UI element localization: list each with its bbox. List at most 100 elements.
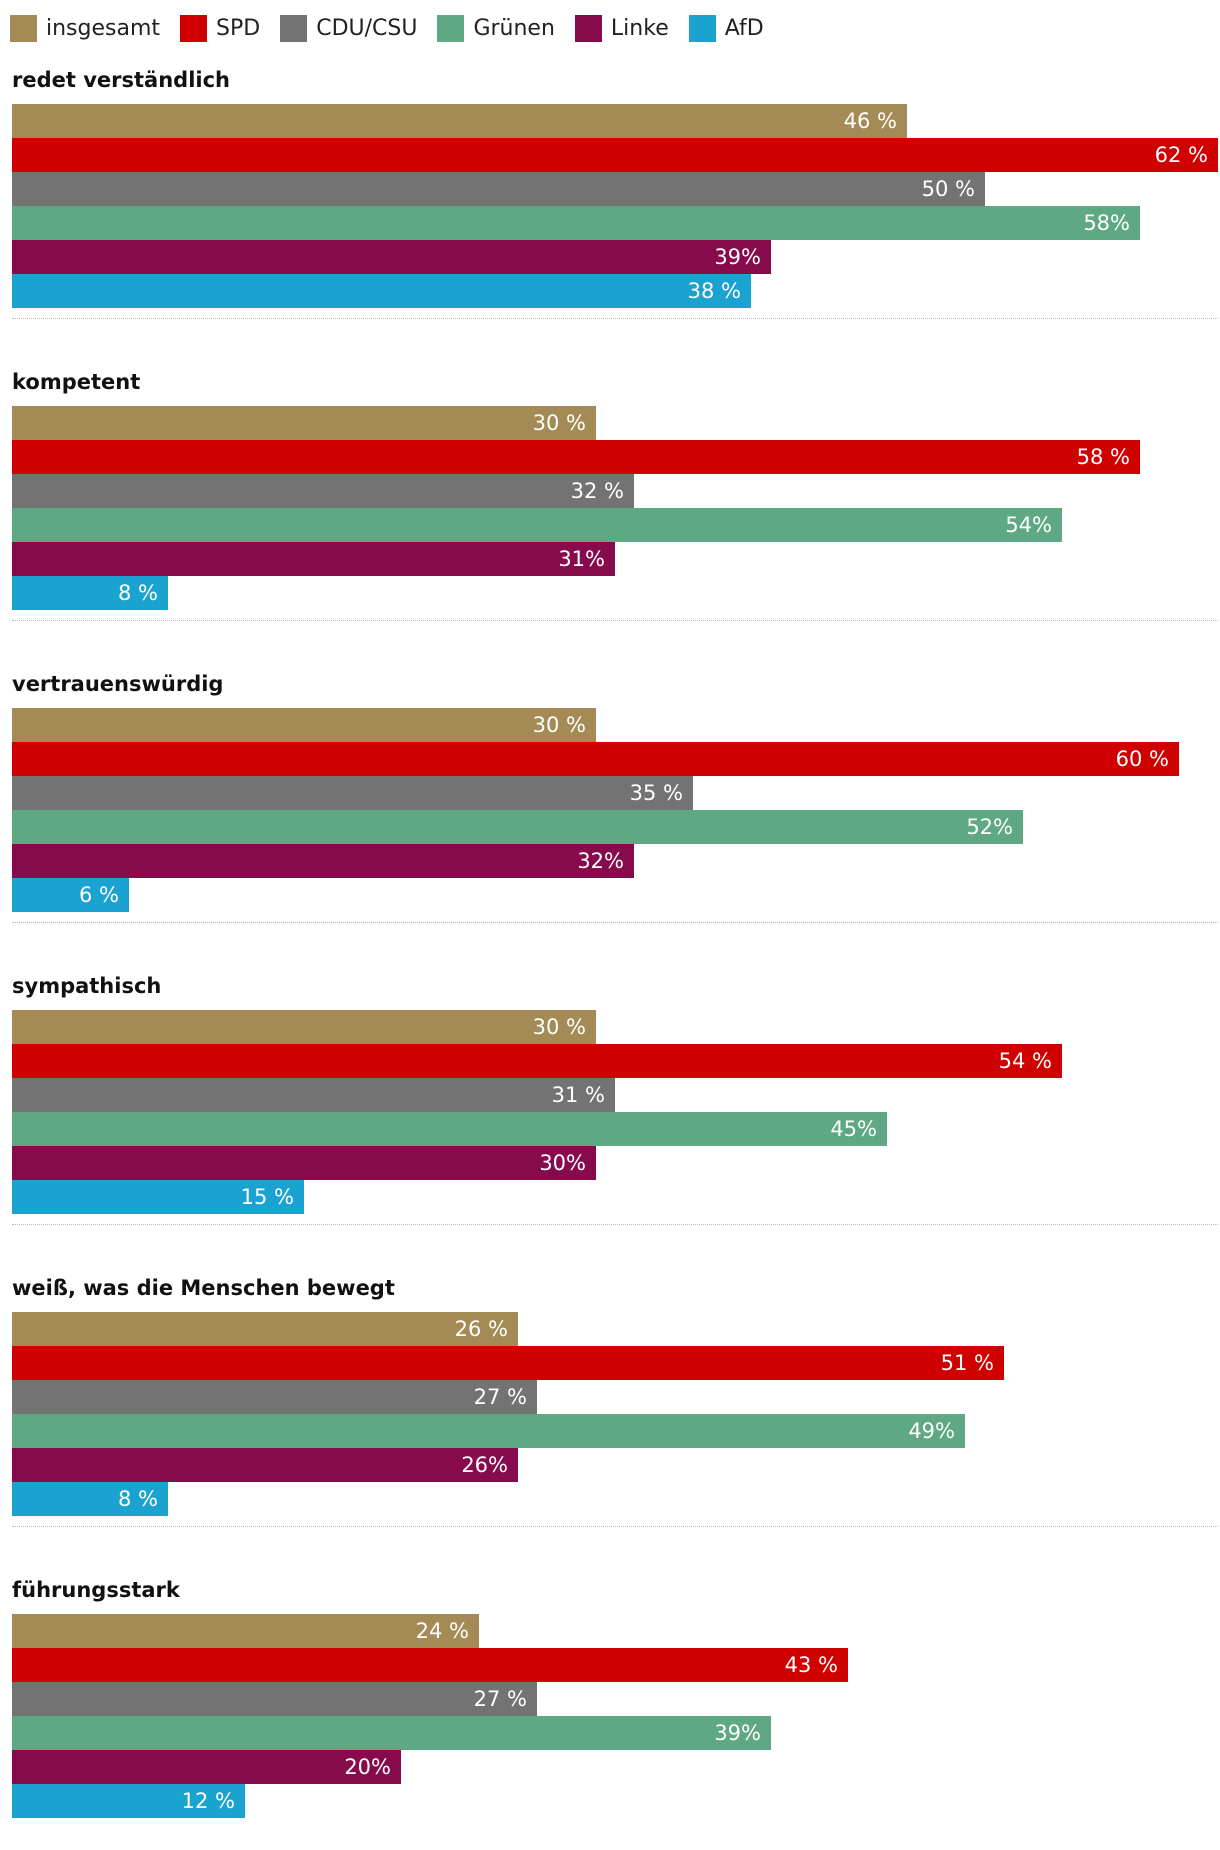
bar-value-label: 62 % [1154, 143, 1208, 167]
group-divider [12, 620, 1218, 621]
bar-value-label: 8 % [118, 1487, 158, 1511]
legend-item: AfD [688, 14, 764, 42]
legend-swatch [280, 14, 308, 42]
legend-label: insgesamt [46, 15, 161, 41]
bar-value-label: 58% [1083, 211, 1130, 235]
bar-value-label: 54 % [998, 1049, 1052, 1073]
legend-item: SPD [180, 14, 260, 42]
bar-value-label: 31% [558, 547, 605, 571]
legend: insgesamt SPD CDU/CSU Grünen Linke AfD [10, 11, 784, 45]
legend-label: CDU/CSU [316, 15, 418, 41]
bar-value-label: 51 % [940, 1351, 994, 1375]
bar-value-label: 26 % [454, 1317, 508, 1341]
bar [12, 508, 1062, 542]
bar-value-label: 54% [1005, 513, 1052, 537]
bar-value-label: 45% [830, 1117, 877, 1141]
bar-value-label: 39% [714, 1721, 761, 1745]
bar [12, 708, 596, 742]
bar-value-label: 30 % [532, 1015, 586, 1039]
legend-item: CDU/CSU [280, 14, 418, 42]
bar-value-label: 52% [966, 815, 1013, 839]
bar [12, 1312, 518, 1346]
bar [12, 1044, 1062, 1078]
bar-value-label: 30 % [532, 411, 586, 435]
category-label: redet verständlich [12, 68, 230, 92]
bar [12, 104, 907, 138]
bar [12, 172, 985, 206]
bar [12, 206, 1140, 240]
legend-label: Grünen [473, 15, 555, 41]
legend-item: insgesamt [10, 14, 161, 42]
bar-value-label: 27 % [473, 1687, 527, 1711]
bar-value-label: 20% [344, 1755, 391, 1779]
legend-swatch [10, 14, 37, 42]
bar-value-label: 27 % [473, 1385, 527, 1409]
bar [12, 1010, 596, 1044]
bar-value-label: 38 % [687, 279, 741, 303]
bar [12, 776, 693, 810]
bar-value-label: 6 % [79, 883, 119, 907]
bar [12, 406, 596, 440]
bar-value-label: 49% [908, 1419, 955, 1443]
bar [12, 1146, 596, 1180]
bar [12, 878, 129, 912]
bar [12, 1750, 401, 1784]
bar [12, 1380, 537, 1414]
bar [12, 742, 1179, 776]
category-label: sympathisch [12, 974, 162, 998]
bar [12, 138, 1218, 172]
bar [12, 1180, 304, 1214]
bar [12, 1482, 168, 1516]
bar [12, 810, 1023, 844]
bar-value-label: 30% [539, 1151, 586, 1175]
bar [12, 1414, 965, 1448]
bar [12, 576, 168, 610]
group-divider [12, 318, 1218, 319]
group-divider [12, 1526, 1218, 1527]
bar-value-label: 8 % [118, 581, 158, 605]
bar [12, 1112, 887, 1146]
legend-swatch [180, 14, 208, 42]
bar-value-label: 43 % [784, 1653, 838, 1677]
bar-value-label: 30 % [532, 713, 586, 737]
group-divider [12, 922, 1218, 923]
bar-value-label: 60 % [1115, 747, 1169, 771]
bar [12, 844, 634, 878]
bar [12, 1784, 245, 1818]
legend-item: Grünen [437, 14, 555, 42]
category-label: kompetent [12, 370, 141, 394]
bar-value-label: 24 % [415, 1619, 469, 1643]
legend-swatch [688, 14, 716, 42]
bar-value-label: 50 % [921, 177, 975, 201]
bar [12, 440, 1140, 474]
bar-value-label: 58 % [1076, 445, 1130, 469]
legend-item: Linke [574, 14, 669, 42]
bar-value-label: 32% [577, 849, 624, 873]
bar-value-label: 46 % [843, 109, 897, 133]
bar-value-label: 12 % [181, 1789, 235, 1813]
bar [12, 1448, 518, 1482]
bar [12, 1682, 537, 1716]
legend-swatch [437, 14, 465, 42]
bar-value-label: 35 % [629, 781, 683, 805]
bar [12, 1716, 771, 1750]
bar [12, 474, 634, 508]
bar [12, 1078, 615, 1112]
category-label: führungsstark [12, 1578, 180, 1602]
legend-label: AfD [724, 15, 764, 41]
bar-value-label: 32 % [570, 479, 624, 503]
bar [12, 1346, 1004, 1380]
bar-value-label: 26% [461, 1453, 508, 1477]
bar-value-label: 15 % [240, 1185, 294, 1209]
bar [12, 1648, 848, 1682]
category-label: vertrauenswürdig [12, 672, 224, 696]
bar [12, 542, 615, 576]
category-label: weiß, was die Menschen bewegt [12, 1276, 395, 1300]
bar [12, 1614, 479, 1648]
group-divider [12, 1224, 1218, 1225]
bar [12, 274, 751, 308]
legend-swatch [574, 14, 602, 42]
bar [12, 240, 771, 274]
legend-label: Linke [610, 15, 669, 41]
